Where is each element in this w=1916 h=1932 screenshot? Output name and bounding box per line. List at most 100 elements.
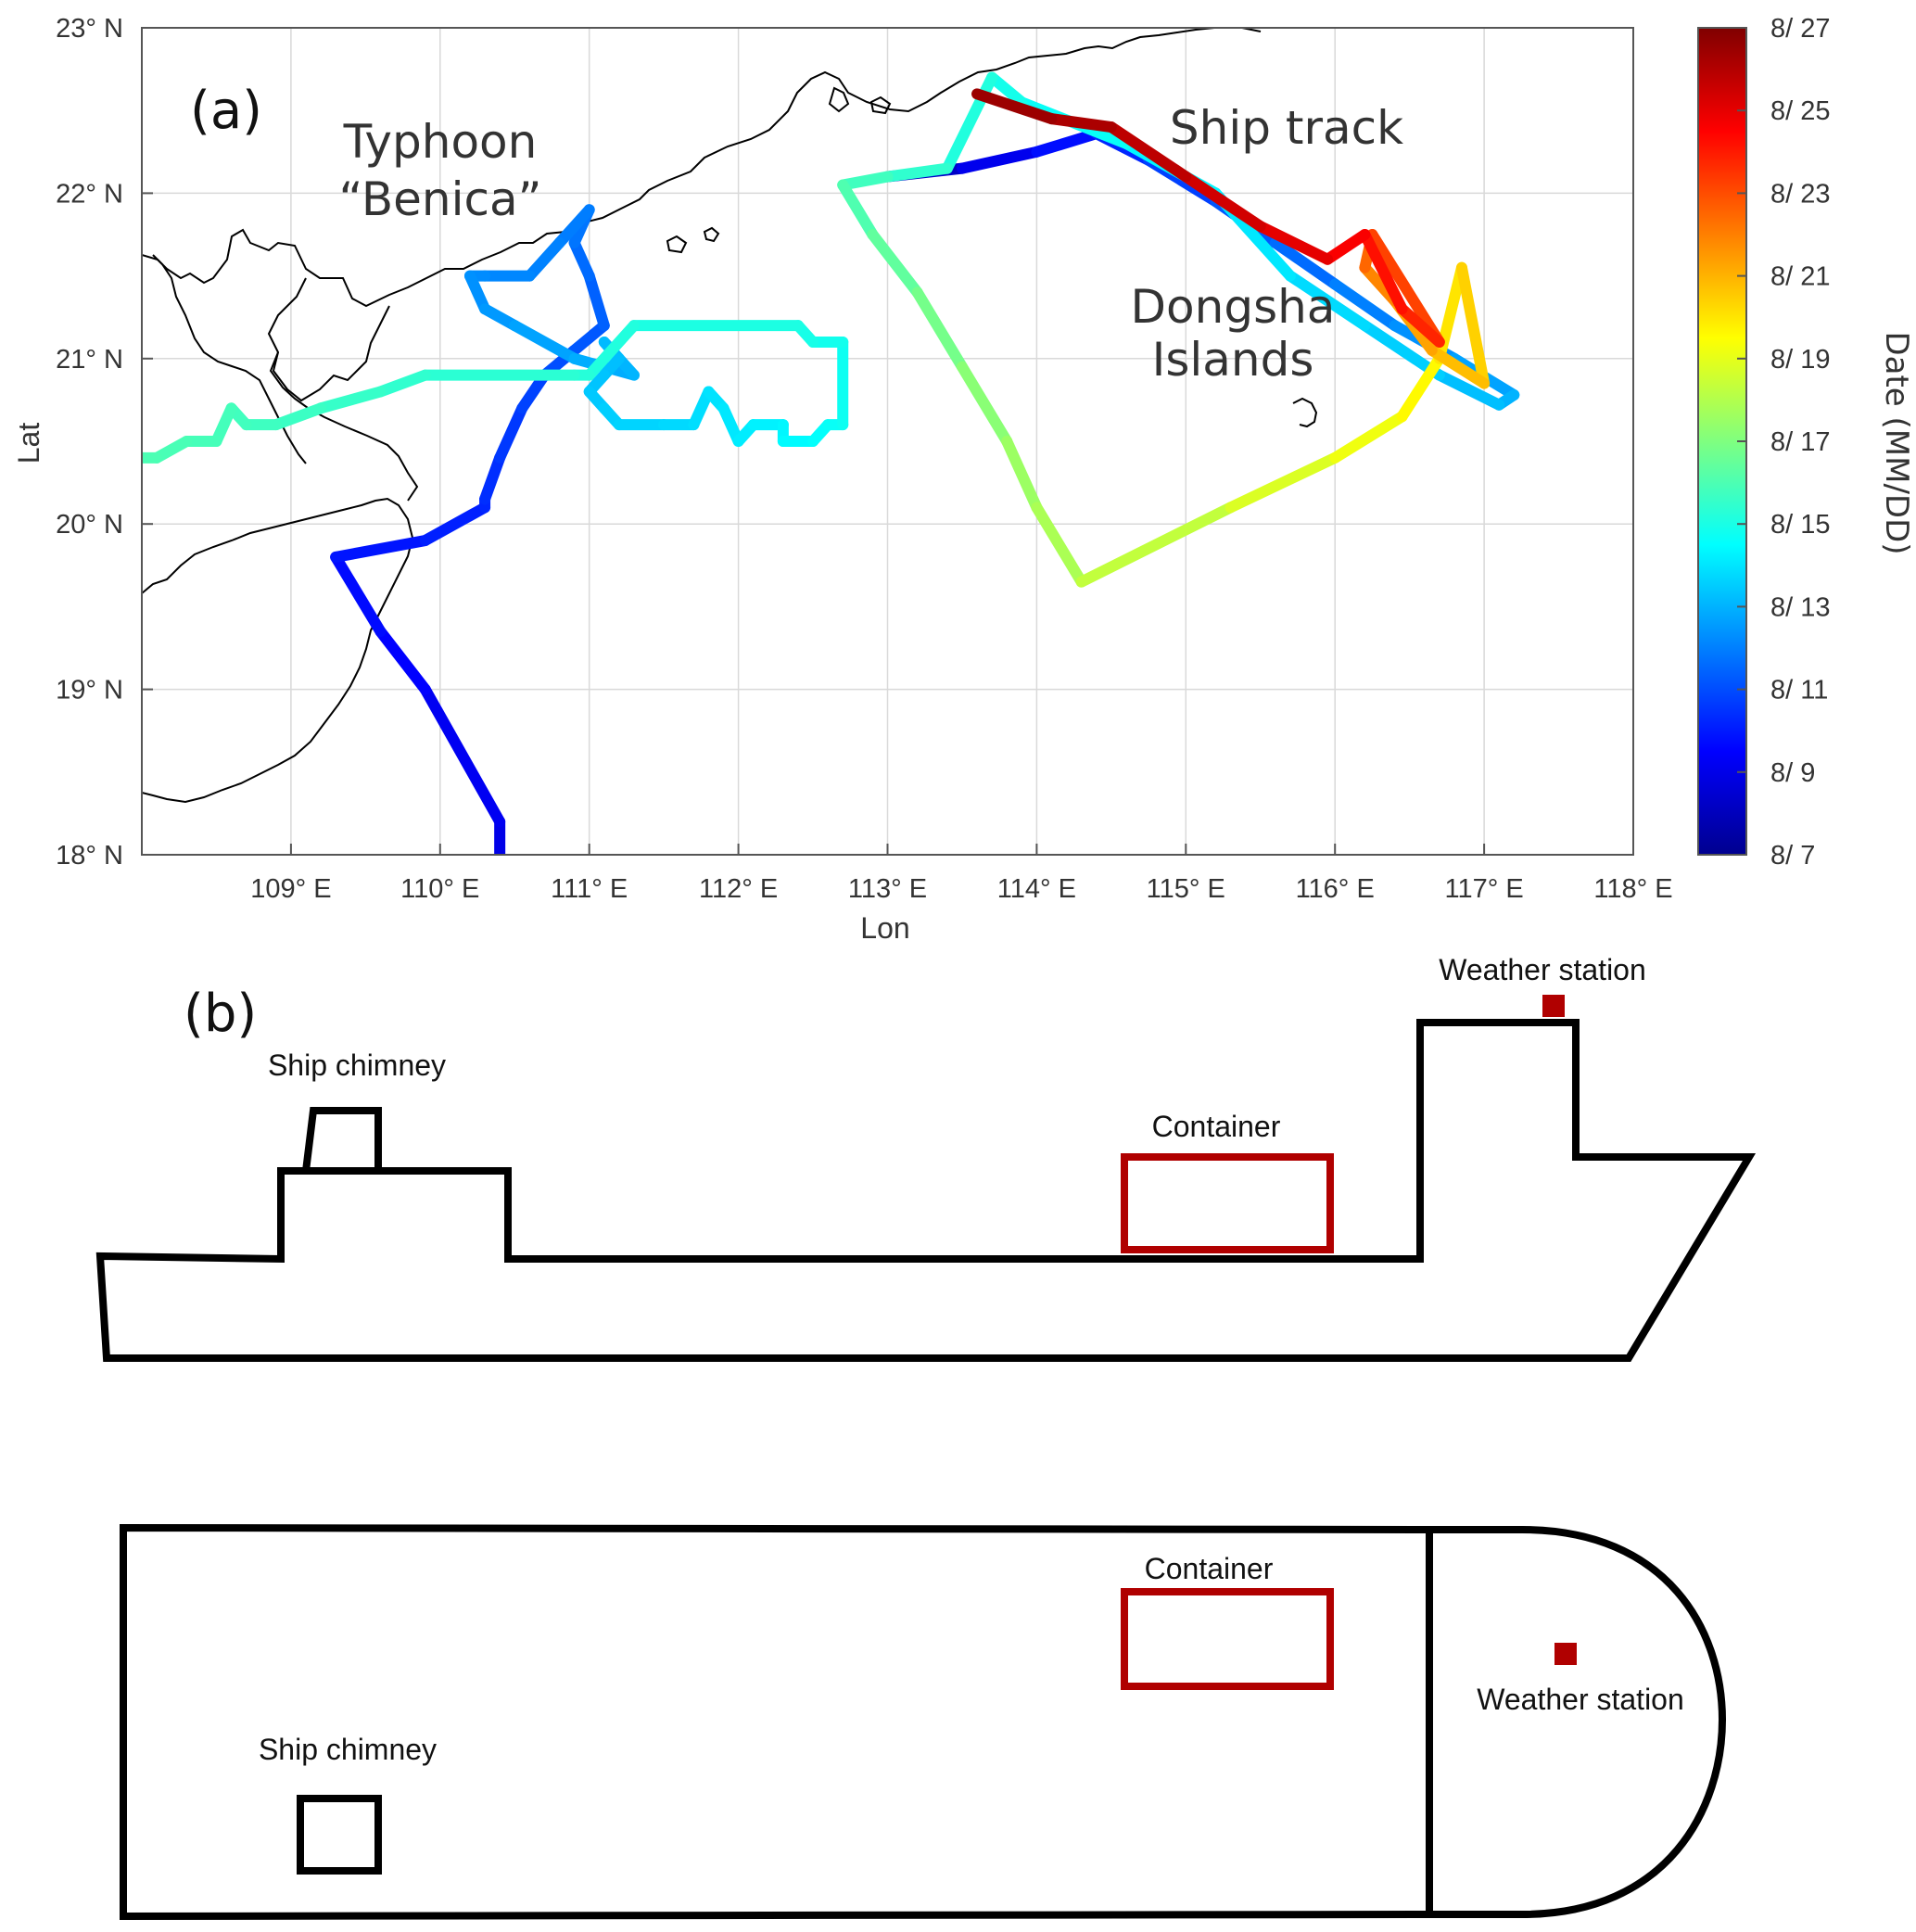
typhoon-track-segment <box>330 535 431 563</box>
colorbar-tick-label: 8/ 23 <box>1770 179 1831 209</box>
typhoon-track-segment <box>315 386 387 414</box>
ship-track-segment <box>1031 502 1087 588</box>
ship-track-segment <box>1180 171 1266 233</box>
y-tick-label: 22° N <box>56 179 123 209</box>
typhoon-track-segment <box>463 270 491 315</box>
top-container-label: Container <box>1145 1552 1274 1585</box>
panel-label-a: (a) <box>190 81 262 141</box>
ship-track-segment <box>1359 229 1408 315</box>
typhoon-track-segment <box>583 320 640 381</box>
dongsha-label-line1: Dongsha <box>1131 280 1336 334</box>
ship-track-segment <box>1396 303 1445 348</box>
typhoon-track-segment <box>374 369 431 398</box>
typhoon-track-segment <box>479 303 521 332</box>
colorbar-tick-label: 8/ 25 <box>1770 96 1831 126</box>
side-weather-station-marker <box>1542 995 1565 1017</box>
ship-track-segment <box>1224 451 1341 514</box>
top-chimney <box>297 1795 382 1875</box>
ship-track-segment <box>986 71 1028 108</box>
typhoon-track-segment <box>568 320 610 356</box>
side-hull-outline <box>95 1019 1757 1362</box>
colorbar-tick-label: 8/ 13 <box>1770 592 1831 622</box>
colorbar-tick-label: 8/ 17 <box>1770 427 1831 457</box>
y-axis-ticks: 18° N 19° N 20° N 21° N 22° N 23° N <box>56 14 153 871</box>
colorbar-title: Date (MM/DD) <box>1878 331 1915 554</box>
typhoon-track-segment <box>330 551 387 638</box>
x-tick-label: 116° E <box>1296 874 1375 904</box>
ship-track-segment <box>1075 502 1237 588</box>
colorbar-tick-label: 8/ 15 <box>1770 510 1831 540</box>
ship-track-segment <box>1046 113 1117 133</box>
ship-track-segment <box>1433 369 1505 411</box>
typhoon-track-segment <box>553 204 595 248</box>
typhoon-track-segment <box>494 402 528 464</box>
panel-label-b: (b) <box>184 984 257 1044</box>
colorbar-tick-label: 8/ 21 <box>1770 262 1831 292</box>
ship-track-segment <box>1329 411 1408 464</box>
typhoon-track-segment <box>270 402 327 431</box>
top-weather-station-label: Weather station <box>1477 1683 1684 1716</box>
ship-track-segment <box>1322 229 1371 265</box>
ship-track-segment <box>911 286 968 373</box>
top-weather-station-marker <box>1554 1643 1577 1665</box>
typhoon-track-segment <box>524 236 565 282</box>
top-container <box>1121 1588 1334 1690</box>
ship-track-segment <box>956 361 1013 447</box>
y-tick-label: 23° N <box>56 14 123 44</box>
x-tick-label: 110° E <box>400 874 479 904</box>
typhoon-track-segment <box>419 683 506 828</box>
ship-track-segment <box>1359 320 1445 381</box>
ship-track-segment <box>1284 270 1371 332</box>
y-tick-label: 18° N <box>56 841 123 871</box>
ship-track-segment <box>1254 221 1334 265</box>
y-tick-label: 19° N <box>56 676 123 705</box>
ship-track-segment <box>1031 128 1102 158</box>
map-panel: 109° E 110° E 111° E 112° E 113° E 114° E 115°… <box>12 14 1915 945</box>
colorbar-tick-label: 8/ 27 <box>1770 14 1831 44</box>
y-axis-title: Lat <box>12 423 45 464</box>
coastline <box>142 28 1318 804</box>
top-hull-outline <box>120 1523 1727 1921</box>
colorbar-ticks: 8/ 27 8/ 25 8/ 23 8/ 21 8/ 19 8/ 17 8/ 15 8/ 13… <box>1737 14 1831 871</box>
ship-track-segment <box>1455 261 1491 389</box>
ship-track-segment <box>1269 236 1341 290</box>
ship-track-segment <box>837 179 879 240</box>
typhoon-track-segment <box>374 626 431 695</box>
x-tick-label: 111° E <box>551 874 628 904</box>
typhoon-label-line1: Typhoon <box>343 115 538 169</box>
top-chimney-label: Ship chimney <box>259 1733 437 1766</box>
x-tick-label: 112° E <box>699 874 778 904</box>
typhoon-track-segment <box>210 402 237 447</box>
side-chimney-label: Ship chimney <box>268 1049 446 1082</box>
ship-top-view <box>120 1523 1727 1921</box>
colorbar-tick-label: 8/ 7 <box>1770 841 1815 871</box>
side-container-label: Container <box>1152 1110 1281 1143</box>
ship-track-label: Ship track <box>1170 101 1403 155</box>
x-tick-label: 109° E <box>250 874 331 904</box>
ship-track-segment <box>1426 344 1491 389</box>
x-tick-label: 117° E <box>1444 874 1523 904</box>
side-chimney <box>302 1107 382 1172</box>
ship-track-segment <box>1366 229 1445 348</box>
typhoon-track <box>142 204 849 855</box>
colorbar-tick-label: 8/ 9 <box>1770 758 1815 788</box>
colorbar-tick-label: 8/ 11 <box>1770 676 1828 705</box>
x-tick-label: 114° E <box>997 874 1076 904</box>
typhoon-track-segment <box>479 451 506 505</box>
ship-track-segment <box>1396 352 1445 423</box>
dongsha-label-line2: Islands <box>1152 333 1314 387</box>
colorbar-tick-label: 8/ 19 <box>1770 345 1831 375</box>
ship-diagram-panel: (b) Ship chimney Container Weather stati… <box>95 953 1757 1921</box>
typhoon-track-segment <box>419 502 491 547</box>
ship-side-view <box>95 1019 1757 1362</box>
side-weather-station-label: Weather station <box>1439 953 1646 986</box>
typhoon-track-segment <box>568 236 595 282</box>
typhoon-track-segment <box>509 320 580 364</box>
ship-track-segment <box>882 162 953 183</box>
ship-track-segment <box>956 146 1043 174</box>
ship-track-segment <box>971 88 1058 125</box>
y-tick-label: 21° N <box>56 345 123 375</box>
typhoon-label-line2: “Benica” <box>338 172 541 226</box>
ship-track <box>837 71 1520 588</box>
